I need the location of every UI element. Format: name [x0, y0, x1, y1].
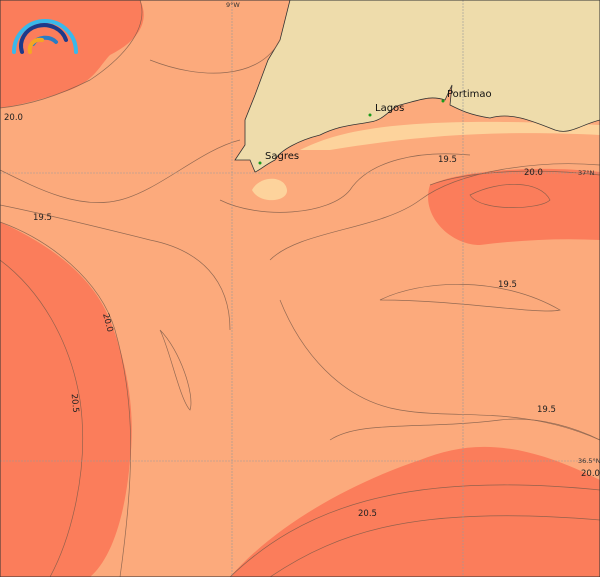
contour-label: 20.5 [69, 393, 81, 413]
contour-label: 20.5 [358, 509, 377, 519]
warm-region-s [230, 446, 600, 577]
city-label: Sagres [265, 151, 299, 162]
lat-label-36-5: 36.5°N [578, 457, 600, 465]
contour-label: 20.0 [524, 168, 543, 178]
city-portimao[interactable]: Portimao [441, 89, 492, 103]
city-label: Lagos [375, 103, 404, 114]
contour-label: 20.0 [100, 312, 115, 333]
contour-label: 20.0 [4, 113, 23, 123]
cool-region [252, 178, 288, 201]
warm-region-e [428, 168, 600, 245]
cool-coast [300, 121, 600, 150]
contour-label: 19.5 [438, 155, 457, 165]
rainbow-logo-icon [12, 19, 78, 54]
city-sagres[interactable]: Sagres [258, 151, 300, 165]
warm-region-w [0, 222, 132, 577]
lon-label: 9°W [226, 1, 240, 9]
contour-label: 20.0 [581, 469, 600, 479]
contour-label: 19.5 [33, 213, 52, 223]
contour-label: 19.5 [498, 280, 517, 290]
land [234, 0, 600, 173]
lat-label-37: 37°N [578, 169, 595, 177]
city-label: Portimao [447, 89, 492, 100]
city-lagos[interactable]: Lagos [368, 103, 405, 117]
contour-label: 19.5 [537, 405, 556, 415]
